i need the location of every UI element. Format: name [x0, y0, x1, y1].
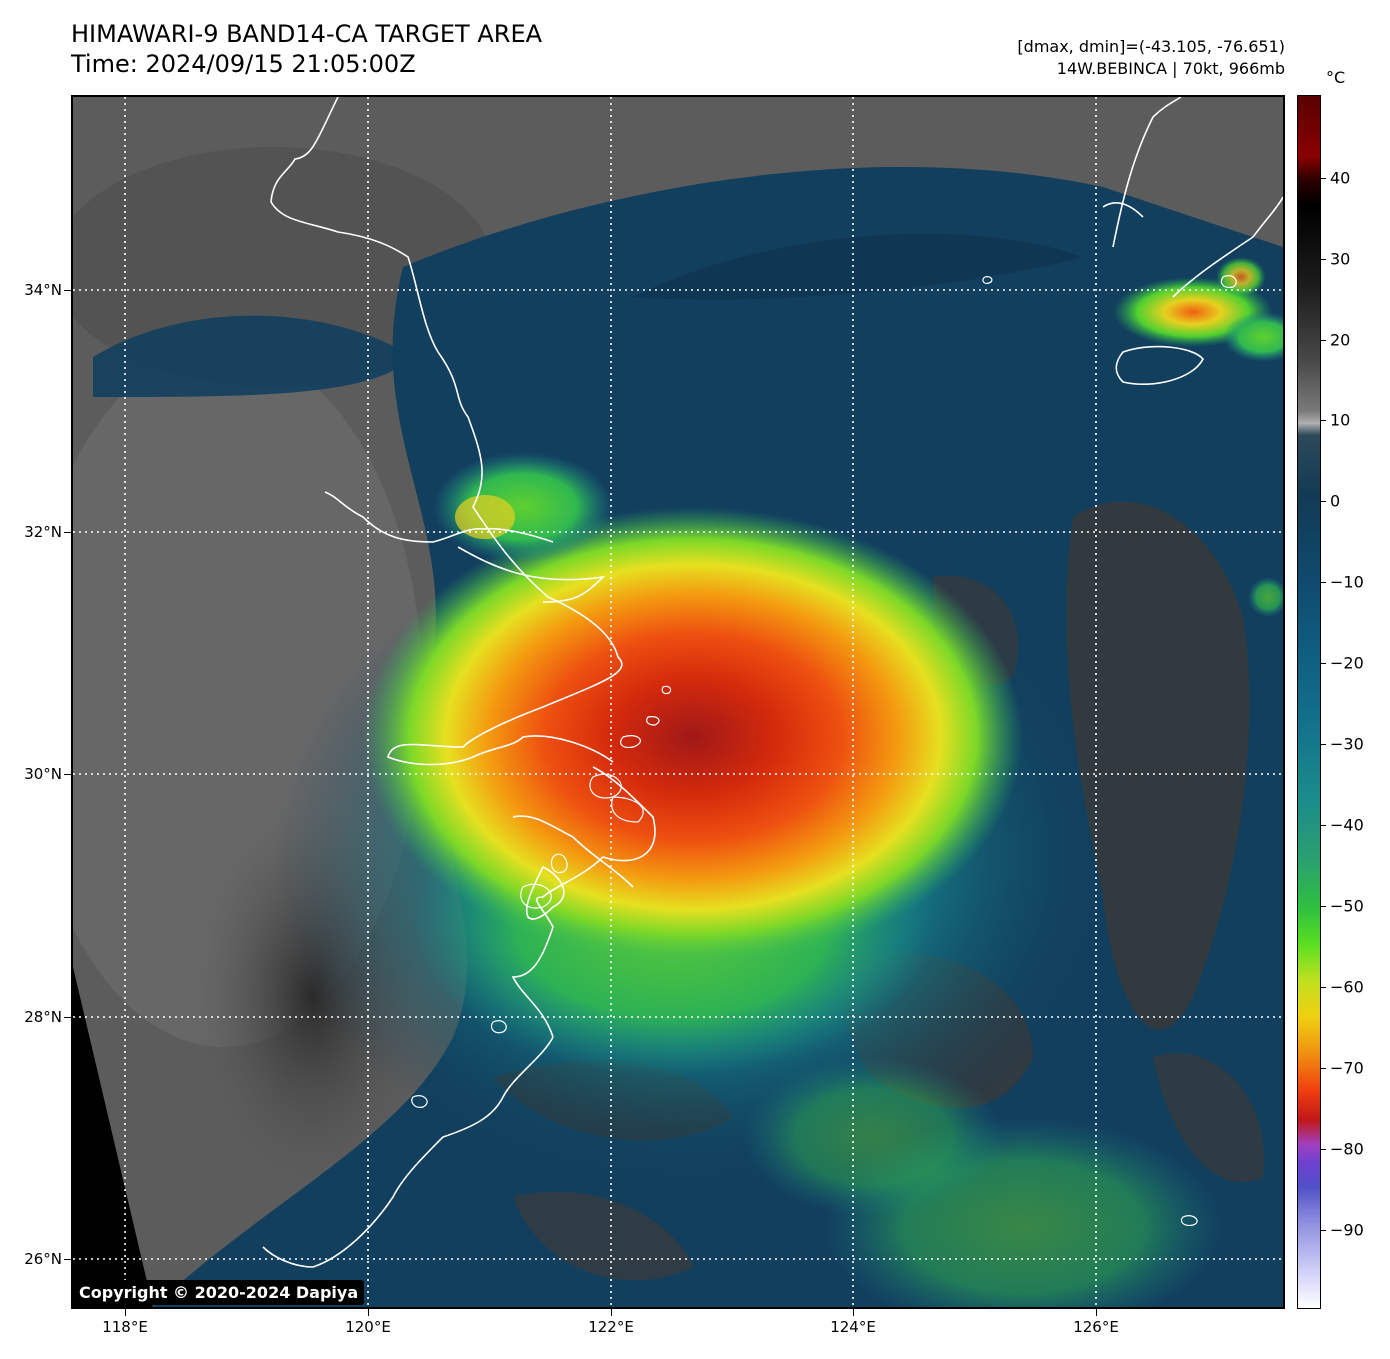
- lat-label-28n: 28°N: [24, 1008, 62, 1026]
- lat-label-26n: 26°N: [24, 1250, 62, 1268]
- lat-tick: [64, 1017, 71, 1018]
- chart-time: Time: 2024/09/15 21:05:00Z: [71, 50, 416, 78]
- colorbar-tickmark: [1321, 1149, 1326, 1150]
- colorbar-tick: −30: [1330, 734, 1364, 754]
- colorbar-tick: 40: [1330, 168, 1351, 188]
- colorbar-tickmark: [1321, 340, 1326, 341]
- range-info: [dmax, dmin]=(-43.105, -76.651): [1017, 37, 1285, 56]
- colorbar-tick: 0: [1330, 491, 1341, 511]
- lon-label-122e: 122°E: [588, 1318, 634, 1336]
- colorbar-tickmark: [1321, 420, 1326, 421]
- colorbar-tickmark: [1321, 501, 1326, 502]
- lon-tick: [611, 1309, 612, 1316]
- colorbar-tickmark: [1321, 825, 1326, 826]
- colorbar-tick: −60: [1330, 977, 1364, 997]
- colorbar-tickmark: [1321, 259, 1326, 260]
- lon-label-124e: 124°E: [830, 1318, 876, 1336]
- lat-label-32n: 32°N: [24, 523, 62, 541]
- lat-tick: [64, 290, 71, 291]
- colorbar-tickmark: [1321, 663, 1326, 664]
- lat-label-30n: 30°N: [24, 765, 62, 783]
- lat-lon-grid: [73, 97, 1283, 1307]
- colorbar-tick: −80: [1330, 1139, 1364, 1159]
- lon-label-120e: 120°E: [345, 1318, 391, 1336]
- colorbar-tick: −50: [1330, 896, 1364, 916]
- lon-label-118e: 118°E: [102, 1318, 148, 1336]
- chart-title: HIMAWARI-9 BAND14-CA TARGET AREA: [71, 20, 543, 48]
- colorbar-tick: −90: [1330, 1220, 1364, 1240]
- storm-info: 14W.BEBINCA | 70kt, 966mb: [1056, 59, 1285, 78]
- lon-tick: [368, 1309, 369, 1316]
- colorbar-tick: 10: [1330, 410, 1351, 430]
- satellite-map: [71, 95, 1285, 1309]
- lat-label-34n: 34°N: [24, 281, 62, 299]
- lon-tick: [125, 1309, 126, 1316]
- colorbar-tickmark: [1321, 744, 1326, 745]
- colorbar-tick: 30: [1330, 249, 1351, 269]
- colorbar-tickmark: [1321, 987, 1326, 988]
- colorbar-tick: −70: [1330, 1058, 1364, 1078]
- lon-tick: [1096, 1309, 1097, 1316]
- lon-label-126e: 126°E: [1073, 1318, 1119, 1336]
- colorbar-tick: −20: [1330, 653, 1364, 673]
- colorbar-tick: 20: [1330, 330, 1351, 350]
- colorbar-tickmark: [1321, 178, 1326, 179]
- lat-tick: [64, 774, 71, 775]
- copyright-badge: Copyright © 2020-2024 Dapiya: [73, 1280, 365, 1305]
- lat-tick: [64, 532, 71, 533]
- temperature-colorbar: [1297, 95, 1321, 1309]
- colorbar-tickmark: [1321, 582, 1326, 583]
- colorbar-tick: −40: [1330, 815, 1364, 835]
- satellite-imagery: [73, 97, 1283, 1307]
- colorbar-tickmark: [1321, 1068, 1326, 1069]
- colorbar-tick: −10: [1330, 572, 1364, 592]
- lon-tick: [853, 1309, 854, 1316]
- colorbar-unit: °C: [1326, 68, 1346, 87]
- colorbar-tickmark: [1321, 1230, 1326, 1231]
- lat-tick: [64, 1259, 71, 1260]
- colorbar-tickmark: [1321, 906, 1326, 907]
